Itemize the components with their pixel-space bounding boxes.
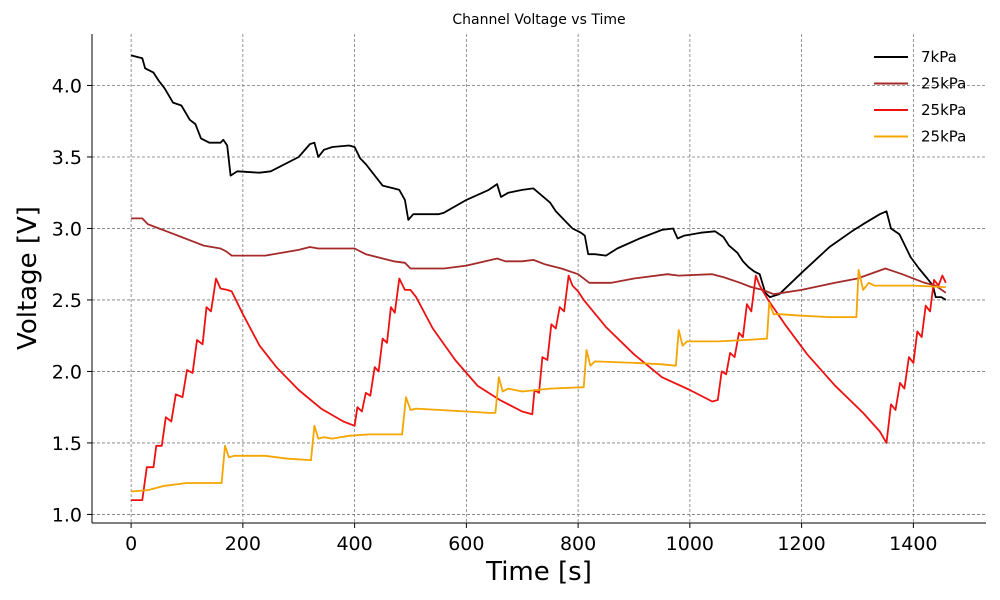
x-tick-label: 1400 xyxy=(889,533,937,555)
series-line-3 xyxy=(131,269,946,493)
x-tick-label: 1200 xyxy=(777,533,825,555)
y-tick-label: 2.5 xyxy=(52,290,82,312)
x-axis-ticks: 0 200 400 600 800 1000 1200 1400 xyxy=(125,523,938,555)
series-layer xyxy=(130,54,947,501)
legend-label-2: 25kPa xyxy=(921,101,966,119)
y-tick-label: 3.5 xyxy=(52,147,82,169)
grid xyxy=(92,34,986,523)
y-tick-label: 4.0 xyxy=(52,75,82,97)
legend-label-1: 25kPa xyxy=(921,75,966,93)
y-axis-ticks: 1.0 1.5 2.0 2.5 3.0 3.5 4.0 xyxy=(52,75,92,526)
series-line-1 xyxy=(131,217,947,296)
y-tick-label: 2.0 xyxy=(52,361,82,383)
x-tick-label: 0 xyxy=(125,533,137,555)
x-tick-label: 800 xyxy=(560,533,596,555)
x-tick-label: 600 xyxy=(448,533,484,555)
series-line-2 xyxy=(131,274,947,501)
y-tick-label: 3.0 xyxy=(52,218,82,240)
y-tick-label: 1.0 xyxy=(52,504,82,526)
x-tick-label: 400 xyxy=(336,533,372,555)
y-tick-label: 1.5 xyxy=(52,433,82,455)
chart-title: Channel Voltage vs Time xyxy=(452,12,625,28)
legend-label-0: 7kPa xyxy=(921,48,957,66)
legend: 7kPa 25kPa 25kPa 25kPa xyxy=(874,48,966,146)
x-tick-label: 200 xyxy=(225,533,261,555)
y-axis-label: Voltage [V] xyxy=(13,206,43,350)
x-tick-label: 1000 xyxy=(666,533,714,555)
series-line-0 xyxy=(130,54,947,301)
legend-label-3: 25kPa xyxy=(921,128,966,146)
x-axis-label: Time [s] xyxy=(485,557,592,587)
